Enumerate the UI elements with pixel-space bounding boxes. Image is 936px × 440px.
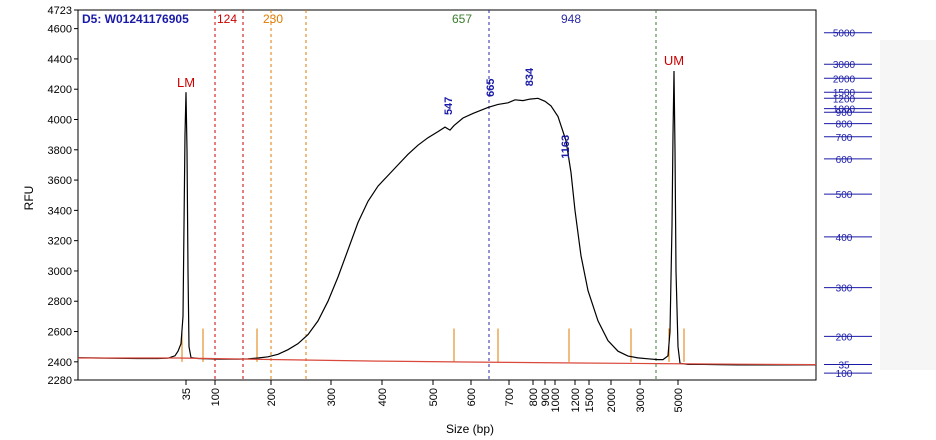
y-tick-label: 4723 [48, 5, 72, 17]
region-lines: 124 230 657 948 [214, 10, 657, 380]
region-label: 124 [217, 12, 237, 26]
y-axis-ticks: 2280 2400 2600 2800 3000 3200 3400 3600 3800 4000… [48, 5, 78, 387]
right-tick-label: 600 [836, 155, 853, 166]
y-tick-label: 3200 [48, 236, 72, 248]
x-tick-label: 700 [504, 388, 516, 406]
right-tick-label: 800 [836, 120, 853, 131]
x-tick-label: 300 [326, 388, 338, 406]
peak-label: 1163 [560, 135, 572, 159]
y-tick-label: 4400 [48, 54, 72, 66]
right-tick-label: 900 [836, 108, 853, 119]
right-tick-label: 1000 [833, 105, 856, 116]
y-tick-label: 2600 [48, 327, 72, 339]
x-tick-label: 3000 [635, 388, 647, 412]
y-tick-label: 3600 [48, 175, 72, 187]
x-tick-label: 200 [266, 388, 278, 406]
right-tick-label: 400 [836, 233, 853, 244]
right-tick-label: 35 [838, 361, 850, 372]
y-tick-label: 2400 [48, 357, 72, 369]
y-tick-label: 4200 [48, 84, 72, 96]
y-tick-label: 2800 [48, 296, 72, 308]
right-tick-label: 2000 [833, 74, 856, 85]
chart-title: D5: W01241176905 [82, 12, 189, 26]
right-tick-label: 200 [836, 332, 853, 343]
series-line [77, 70, 816, 366]
series-line [78, 357, 817, 366]
y-tick-label: 3000 [48, 266, 72, 278]
x-tick-label: 35 [181, 388, 193, 400]
right-tick-label: 300 [836, 284, 853, 295]
x-tick-label: 100 [210, 388, 222, 406]
y-tick-label: 2280 [48, 375, 72, 387]
right-tick-label: 1200 [833, 94, 856, 105]
x-tick-label: 500 [428, 388, 440, 406]
x-tick-label: 400 [377, 388, 389, 406]
x-tick-label: 1500 [584, 388, 596, 412]
marker-label: LM [177, 75, 195, 90]
region-label: 948 [561, 12, 581, 26]
peak-label: 834 [524, 67, 536, 86]
y-axis-label: RFU [22, 186, 36, 211]
x-tick-label: 600 [466, 388, 478, 406]
y-tick-label: 3800 [48, 145, 72, 157]
peak-label: 547 [443, 97, 455, 115]
x-tick-label: 2000 [606, 388, 618, 412]
region-label: 230 [263, 12, 283, 26]
right-tick-label: 700 [836, 133, 853, 144]
plot-area [77, 9, 817, 381]
right-tick-label: 5000 [833, 29, 856, 40]
right-panel-shade [880, 40, 936, 370]
x-tick-label: 800 [528, 388, 540, 406]
y-tick-label: 4000 [48, 115, 72, 127]
series-lines [77, 70, 817, 366]
right-tick-label: 3000 [833, 60, 856, 71]
marker-label: UM [664, 53, 684, 68]
y-tick-label: 3400 [48, 205, 72, 217]
x-tick-label: 900 [540, 388, 552, 406]
y-tick-label: 4600 [48, 24, 72, 36]
right-tick-label: 1500 [833, 88, 856, 99]
right-tick-label: 500 [836, 190, 853, 201]
right-tick-label: 100 [836, 369, 853, 380]
annotations: LM UM 547 665 834 1163 [177, 53, 684, 159]
peak-label: 665 [485, 79, 497, 97]
region-label: 657 [452, 12, 472, 26]
x-tick-label: 1000 [550, 388, 562, 412]
x-tick-label: 5000 [673, 388, 685, 412]
x-axis-label: Size (bp) [446, 422, 494, 436]
x-tick-label: 1200 [570, 388, 582, 412]
